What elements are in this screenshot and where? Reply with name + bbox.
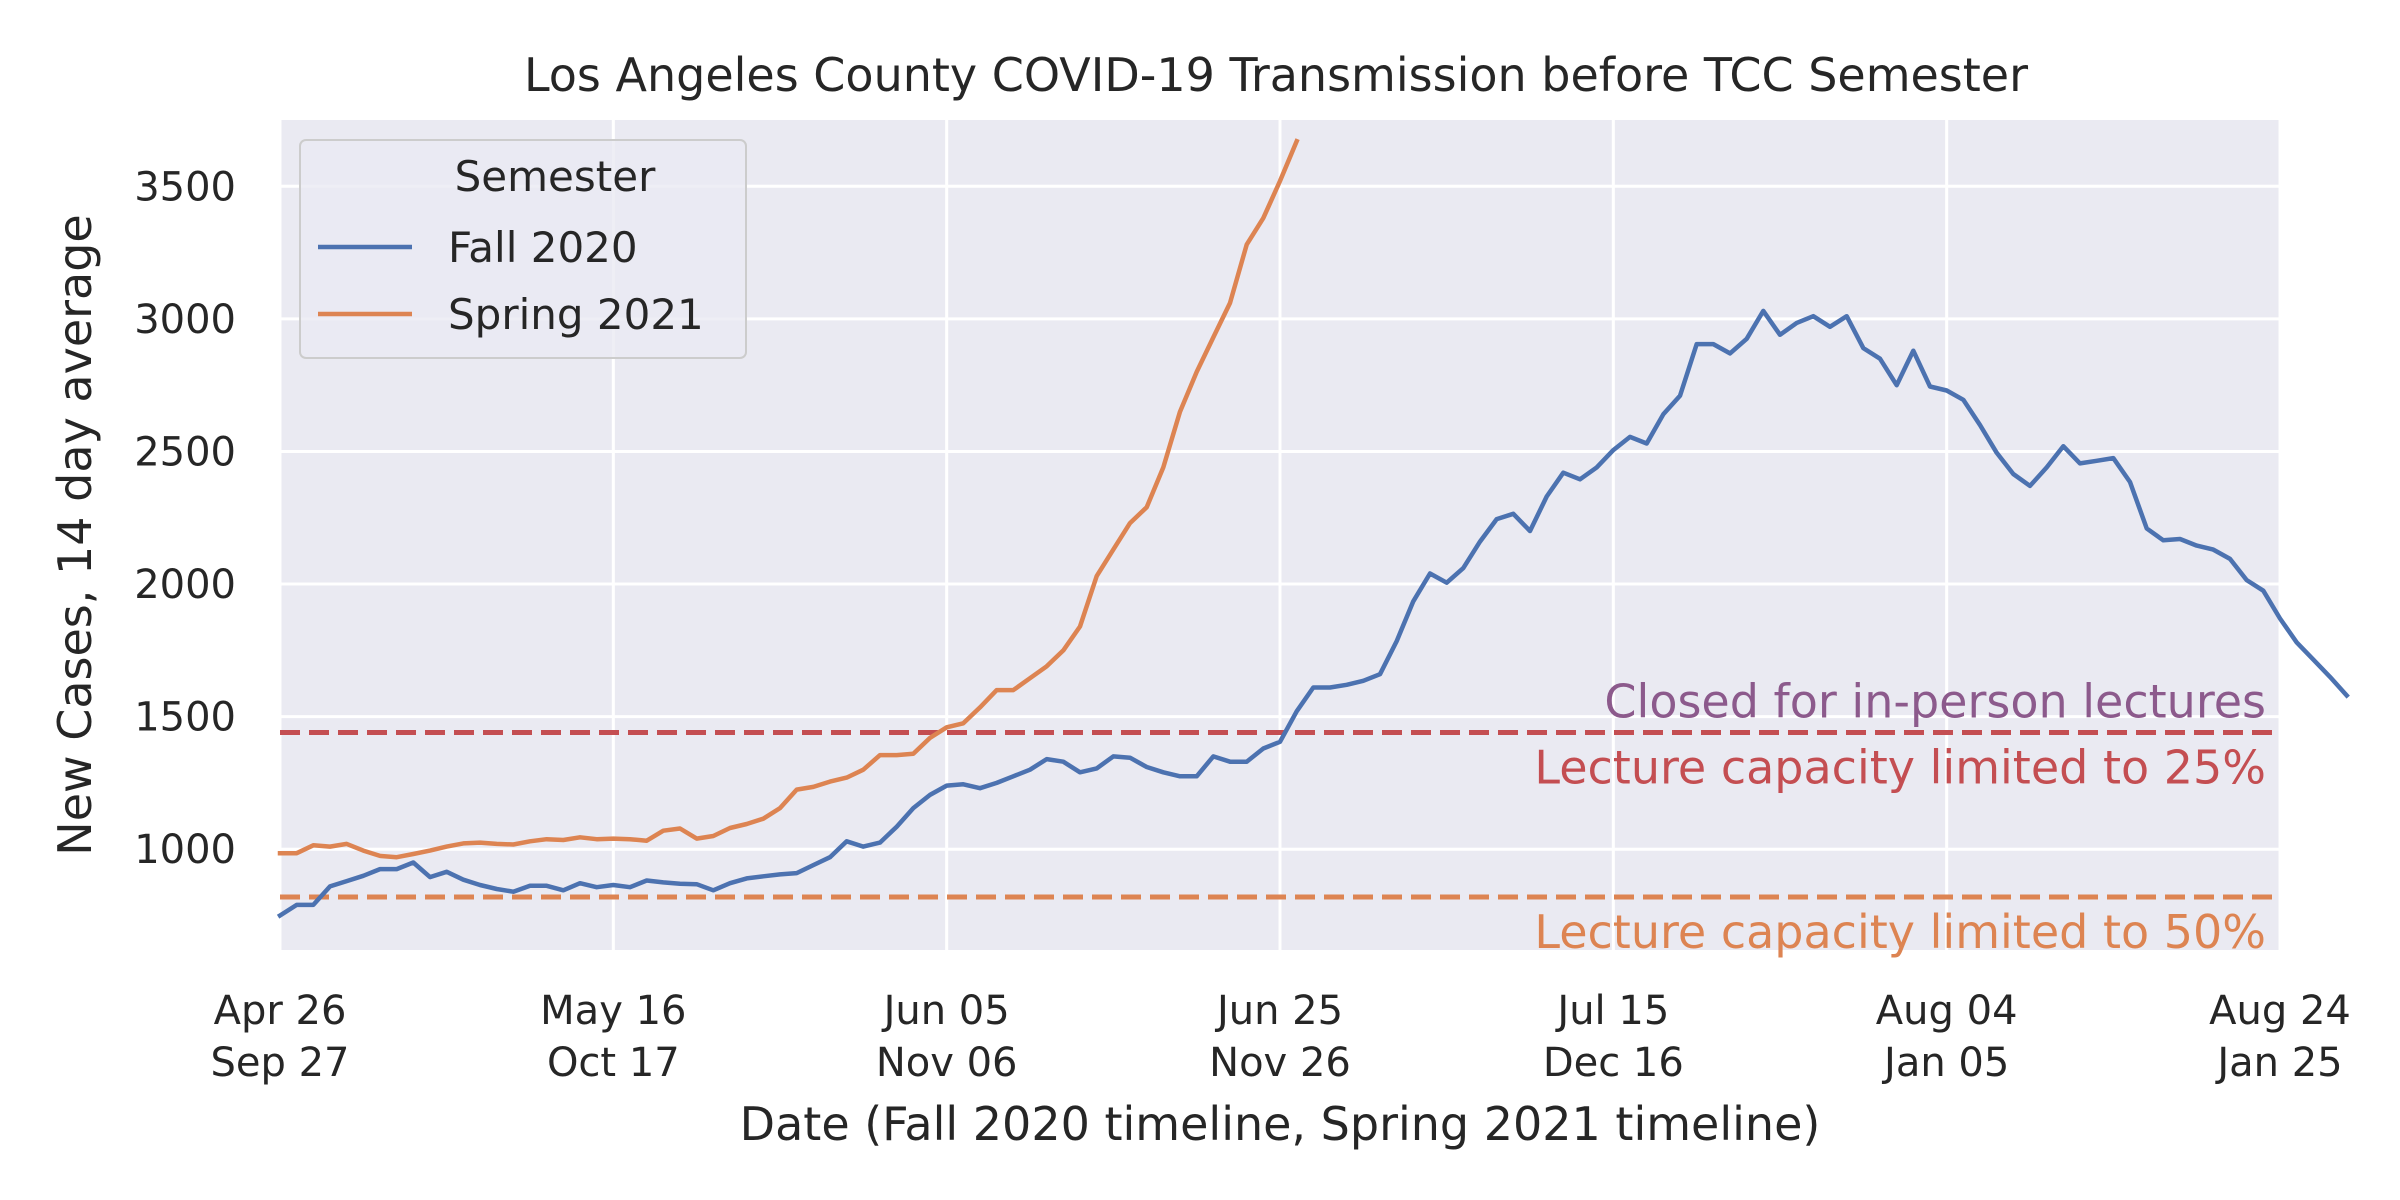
x-tick-label: Jan 25 [2214, 1040, 2342, 1086]
legend-entry: Spring 2021 [448, 290, 704, 339]
x-tick-label: Sep 27 [210, 1040, 349, 1086]
y-tick-label: 3000 [134, 297, 236, 343]
x-tick-label: Jun 05 [881, 988, 1010, 1034]
x-tick-label: Nov 06 [876, 1040, 1018, 1086]
series-line-spring-2021 [277, 138, 1300, 860]
x-tick-label: Jul 15 [1554, 988, 1669, 1034]
y-tick-label: 2000 [134, 562, 236, 608]
x-tick-label: Aug 24 [2209, 988, 2351, 1034]
x-tick-labels: Apr 26 Sep 27 May 16 Oct 17 Jun 05 Nov 06 Jun … [210, 988, 2350, 1086]
x-tick-label: Apr 26 [214, 988, 347, 1034]
x-axis-label: Date (Fall 2020 timeline, Spring 2021 ti… [740, 1097, 1821, 1151]
legend-box [299, 139, 747, 359]
legend: Semester Fall 2020 Spring 2021 [299, 139, 747, 359]
y-axis-label: New Cases, 14 day average [48, 214, 102, 855]
chart-title: Los Angeles County COVID-19 Transmission… [524, 48, 2028, 102]
y-tick-label: 1000 [134, 827, 236, 873]
annotations: Closed for in-person lectures Lecture cap… [1534, 674, 2266, 959]
x-tick-label: Dec 16 [1543, 1040, 1684, 1086]
series-line-fall-2020 [276, 308, 2350, 919]
y-tick-label: 2500 [134, 429, 236, 475]
y-tick-label: 1500 [134, 695, 236, 741]
x-tick-label: Jun 25 [1214, 988, 1343, 1034]
reference-line-label: Lecture capacity limited to 25% [1534, 741, 2266, 795]
x-tick-label: Nov 26 [1209, 1040, 1351, 1086]
x-tick-label: Aug 04 [1876, 988, 2018, 1034]
reference-line-label: Lecture capacity limited to 50% [1534, 905, 2266, 959]
x-tick-label: Oct 17 [547, 1040, 680, 1086]
y-tick-label: 3500 [134, 164, 236, 210]
y-tick-labels: 1000 1500 2000 2500 3000 3500 [134, 164, 236, 873]
x-tick-label: Jan 05 [1881, 1040, 2009, 1086]
series-lines [276, 138, 2350, 919]
legend-items: Fall 2020 Spring 2021 [318, 223, 704, 339]
annotation-label: Closed for in-person lectures [1604, 674, 2266, 728]
x-tick-label: May 16 [540, 988, 686, 1034]
legend-title: Semester [455, 152, 656, 201]
legend-entry: Fall 2020 [448, 223, 638, 272]
reference-lines [280, 730, 2280, 900]
